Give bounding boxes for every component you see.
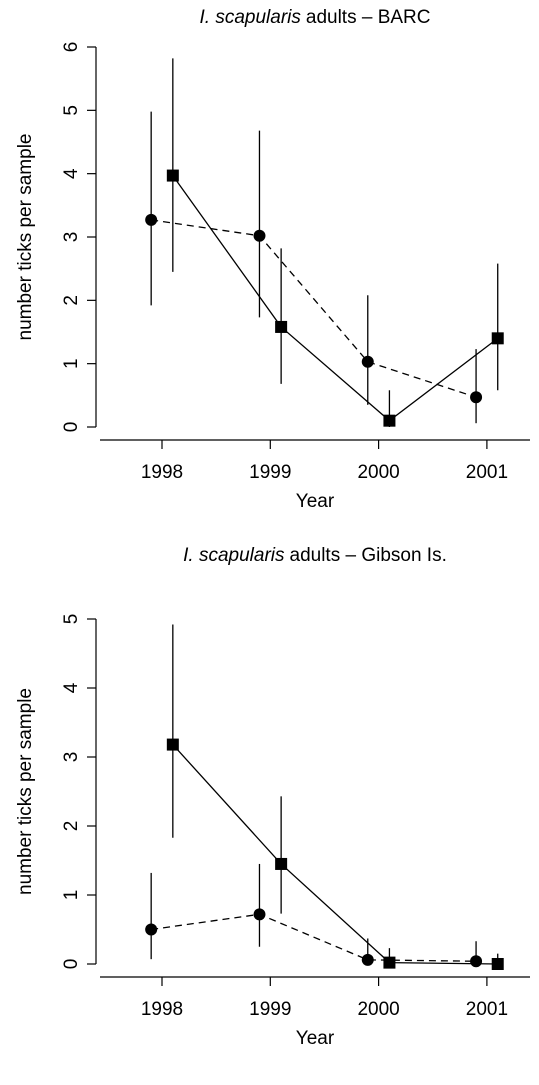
point: [145, 923, 158, 936]
point: [361, 355, 374, 368]
x-tick-label: 1998: [141, 999, 183, 1020]
y-tick-label: 2: [61, 821, 82, 832]
y-tick-label: 1: [61, 890, 82, 901]
point: [491, 332, 504, 345]
y-axis-label: number ticks per sample: [15, 688, 36, 895]
x-axis-label: Year: [296, 1028, 335, 1049]
point: [275, 320, 288, 333]
point: [383, 414, 396, 427]
series-line: [151, 913, 477, 962]
x-tick-label: 1999: [249, 462, 291, 483]
x-tick-label: 1999: [249, 999, 291, 1020]
point: [361, 953, 374, 966]
y-tick-label: 3: [61, 232, 82, 243]
series-line: [151, 219, 477, 398]
point: [253, 908, 266, 921]
x-tick-label: 2000: [357, 462, 399, 483]
point: [253, 229, 266, 242]
y-tick-label: 5: [61, 614, 82, 625]
y-tick-label: 3: [61, 752, 82, 763]
series-line: [172, 744, 498, 965]
series-line: [172, 175, 499, 422]
y-tick-label: 2: [61, 295, 82, 306]
chart-title: I. scapularis adults – BARC: [200, 7, 431, 28]
title-part: adults – Gibson Is.: [290, 545, 447, 566]
title-part: adults – BARC: [306, 7, 431, 28]
y-tick-label: 0: [61, 959, 82, 970]
y-axis-label: number ticks per sample: [15, 134, 36, 341]
y-tick-label: 6: [61, 42, 82, 53]
point: [166, 169, 179, 182]
x-tick-label: 2000: [357, 999, 399, 1020]
y-tick-label: 0: [61, 422, 82, 433]
y-tick-label: 4: [61, 682, 82, 693]
y-tick-label: 4: [61, 168, 82, 179]
x-tick-label: 2001: [466, 462, 508, 483]
point: [470, 391, 483, 404]
x-tick-label: 1998: [141, 462, 183, 483]
point: [166, 738, 179, 751]
title-part: I. scapularis: [183, 545, 285, 566]
y-tick-label: 1: [61, 358, 82, 369]
point: [275, 857, 288, 870]
x-tick-label: 2001: [466, 999, 508, 1020]
point: [491, 958, 504, 970]
point: [145, 213, 158, 226]
title-part: I. scapularis: [200, 7, 302, 28]
y-tick-label: 5: [61, 105, 82, 116]
x-axis-label: Year: [296, 491, 335, 512]
point: [470, 955, 483, 968]
chart-title: I. scapularis adults – Gibson Is.: [183, 545, 447, 566]
point: [383, 956, 396, 969]
